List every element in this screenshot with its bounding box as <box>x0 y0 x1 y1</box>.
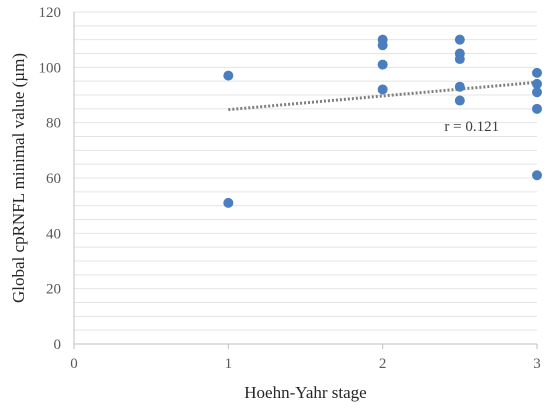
gridlines <box>74 11 537 345</box>
data-points <box>223 34 542 208</box>
data-point <box>532 103 542 114</box>
y-tick-label: 20 <box>46 282 61 298</box>
data-point <box>377 40 388 51</box>
data-point <box>223 70 234 81</box>
x-tick-label: 0 <box>70 356 78 372</box>
data-point <box>532 170 542 181</box>
x-tick-label: 1 <box>225 356 233 372</box>
x-tick-labels: 0 1 2 3 <box>70 356 541 372</box>
data-point <box>377 59 388 70</box>
data-point <box>532 67 542 78</box>
x-tick-label: 3 <box>533 356 541 372</box>
x-axis-title: Hoehn-Yahr stage <box>244 383 366 402</box>
y-tick-label: 80 <box>46 116 61 132</box>
y-axis-title: Global cpRNFL minimal value (µm) <box>9 53 28 303</box>
correlation-annotation: r = 0.121 <box>444 119 499 135</box>
data-point <box>454 34 465 45</box>
axes <box>73 12 538 349</box>
y-tick-labels: 0 20 40 60 80 100 120 <box>39 5 62 353</box>
data-point <box>454 81 465 92</box>
data-point <box>532 78 542 89</box>
y-tick-label: 0 <box>54 337 62 353</box>
data-point <box>454 54 465 65</box>
data-point <box>223 197 234 208</box>
data-point <box>454 95 465 106</box>
x-tick-label: 2 <box>379 356 387 372</box>
data-point <box>377 84 388 95</box>
y-tick-label: 40 <box>46 226 61 242</box>
y-tick-label: 100 <box>39 60 62 76</box>
y-tick-label: 120 <box>39 5 62 21</box>
y-tick-label: 60 <box>46 171 61 187</box>
data-point <box>532 87 542 98</box>
